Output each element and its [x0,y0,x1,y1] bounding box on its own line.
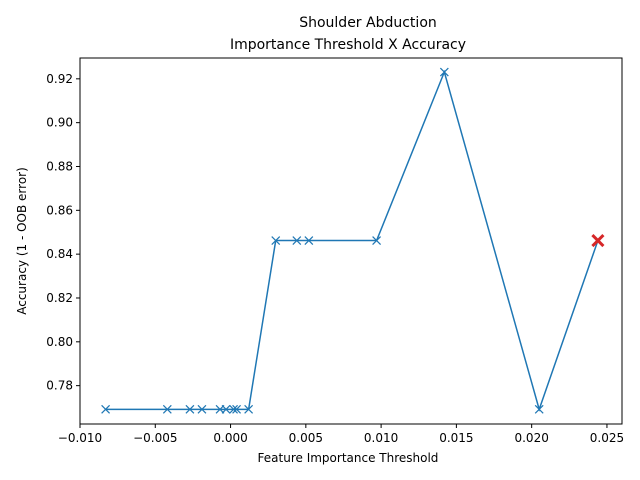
x-tick-label: −0.010 [58,431,102,445]
y-tick-label: 0.90 [46,116,73,130]
y-tick-label: 0.88 [46,159,73,173]
data-point [185,404,195,414]
plot-area [101,67,605,414]
x-axis: −0.010 −0.005 0.000 0.005 0.010 0.015 0.020 0.0… [58,424,624,445]
data-point [271,236,281,245]
x-tick-label: −0.005 [133,431,177,445]
data-point [439,67,449,77]
x-tick-label: 0.000 [213,431,247,445]
y-tick-label: 0.84 [46,247,73,261]
data-point [197,404,207,414]
x-tick-label: 0.025 [590,431,624,445]
chart-title: Shoulder Abduction [299,15,437,31]
data-point [304,236,314,245]
data-point [244,404,254,414]
y-tick-label: 0.80 [46,335,73,349]
data-point [292,236,302,245]
y-tick-label: 0.82 [46,291,73,305]
data-point [162,404,172,414]
x-tick-label: 0.010 [364,431,398,445]
x-tick-label: 0.020 [514,431,548,445]
y-tick-label: 0.78 [46,379,73,393]
data-point [534,404,544,414]
y-tick-label: 0.86 [46,203,73,217]
series-line [105,69,599,412]
data-point [229,404,238,414]
data-point [232,404,242,414]
y-tick-label: 0.92 [46,72,73,86]
x-tick-label: 0.005 [289,431,323,445]
axes-frame [79,57,623,425]
x-tick-label: 0.015 [439,431,473,445]
x-axis-label: Feature Importance Threshold [258,451,439,465]
data-point [101,404,111,414]
chart-subtitle: Importance Threshold X Accuracy [230,37,466,53]
data-point [372,236,382,245]
data-point [221,404,231,414]
y-axis-label: Accuracy (1 - OOB error) [15,167,29,315]
highlighted-point [591,234,605,248]
y-axis: 0.78 0.80 0.82 0.84 0.86 0.88 0.90 0.92 [46,72,80,393]
